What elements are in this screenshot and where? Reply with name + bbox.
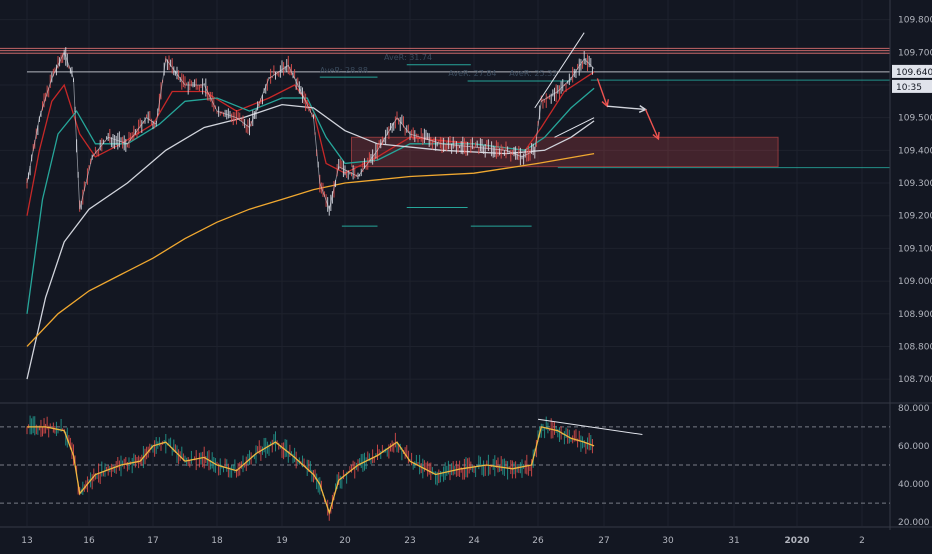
price-tick-label: 109.400 xyxy=(898,146,932,156)
time-tick-label: 13 xyxy=(21,536,32,546)
time-tick-label: 31 xyxy=(728,536,739,546)
time-tick-label: 17 xyxy=(147,536,158,546)
wedge-line-1 xyxy=(554,117,595,138)
rsi-line xyxy=(27,426,595,515)
time-tick-label: 2 xyxy=(859,536,865,546)
price-tick-label: 109.500 xyxy=(898,114,932,124)
projection-segment-0 xyxy=(596,78,608,107)
supply-zone xyxy=(351,136,779,168)
wedge-line-0 xyxy=(534,32,585,109)
rsi-tick-label: 20.000 xyxy=(898,518,930,528)
rsi-divergence-line xyxy=(537,418,643,435)
projection-arrowhead-2 xyxy=(652,131,660,141)
price-tick-label: 108.700 xyxy=(898,375,932,385)
time-tick-label: 16 xyxy=(83,536,95,546)
aver-label-3: AveR: 25.32 xyxy=(509,69,557,78)
price-tick-label: 109.300 xyxy=(898,179,932,189)
current-price-label: 109.640 xyxy=(896,68,932,78)
moving-average-ma_orange xyxy=(26,152,595,347)
time-tick-label: 27 xyxy=(598,536,609,546)
rsi-tick-label: 60.000 xyxy=(898,442,930,452)
projection-segment-1 xyxy=(607,105,646,111)
countdown-badge xyxy=(892,79,932,93)
price-tick-label: 109.700 xyxy=(898,48,932,58)
price-tick-label: 109.000 xyxy=(898,277,932,287)
price-tick-label: 108.900 xyxy=(898,310,932,320)
price-line xyxy=(26,51,595,211)
price-tick-label: 109.800 xyxy=(898,16,932,26)
price-tick-label: 109.200 xyxy=(898,212,932,222)
price-tick-label: 108.800 xyxy=(898,342,932,352)
time-tick-label: 18 xyxy=(211,536,223,546)
projection-segment-2 xyxy=(644,109,660,140)
rsi-tick-label: 80.000 xyxy=(898,404,930,414)
aver-label-0: AveR: 28.88 xyxy=(320,66,368,75)
aver-label-2: AveR: 27.84 xyxy=(448,69,496,78)
aver-label-1: AveR: 31.74 xyxy=(384,53,432,62)
time-tick-label: 19 xyxy=(276,536,288,546)
countdown-label: 10:35 xyxy=(896,83,922,93)
time-tick-label: 2020 xyxy=(784,536,809,546)
current-price-badge xyxy=(892,64,932,78)
price-tick-label: 109.100 xyxy=(898,244,932,254)
time-tick-label: 20 xyxy=(339,536,351,546)
time-tick-label: 24 xyxy=(468,536,480,546)
rsi-tick-label: 40.000 xyxy=(898,480,930,490)
moving-average-ma_teal xyxy=(26,87,595,314)
time-tick-label: 23 xyxy=(404,536,415,546)
time-tick-label: 30 xyxy=(662,536,674,546)
time-tick-label: 26 xyxy=(532,536,544,546)
